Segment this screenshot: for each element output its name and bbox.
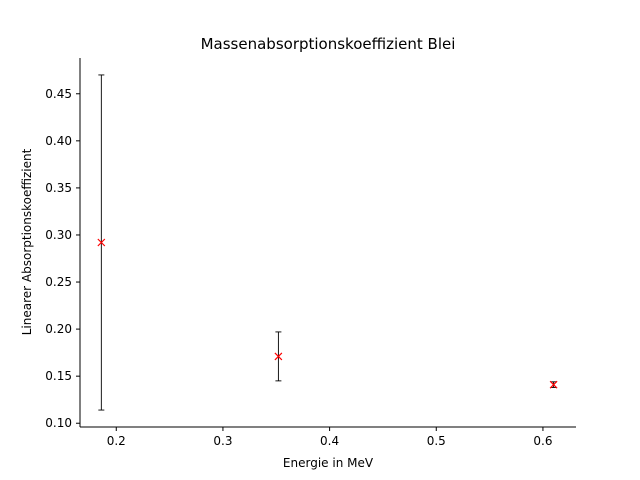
y-tick-label: 0.25: [45, 275, 72, 289]
data-point: [97, 238, 106, 247]
y-tick-label: 0.35: [45, 181, 72, 195]
data-point: [549, 380, 558, 389]
y-axis-ticks: 0.10 0.15 0.20 0.25 0.30 0.35 0.40 0.45: [45, 87, 80, 430]
y-tick-label: 0.40: [45, 134, 72, 148]
x-axis-ticks: 0.2 0.3 0.4 0.5 0.6: [107, 427, 552, 448]
data-point: [274, 352, 283, 361]
y-axis-label: Linearer Absorptionskoeffizient: [20, 148, 34, 335]
y-tick-label: 0.15: [45, 369, 72, 383]
x-tick-label: 0.6: [533, 434, 552, 448]
y-tick-label: 0.20: [45, 322, 72, 336]
y-tick-label: 0.45: [45, 87, 72, 101]
chart-title: Massenabsorptionskoeffizient Blei: [201, 35, 456, 53]
y-tick-label: 0.10: [45, 416, 72, 430]
x-tick-label: 0.4: [320, 434, 339, 448]
x-axis-label: Energie in MeV: [283, 456, 374, 470]
x-tick-label: 0.2: [107, 434, 126, 448]
plot-area: [97, 74, 558, 411]
x-tick-label: 0.5: [427, 434, 446, 448]
x-tick-label: 0.3: [213, 434, 232, 448]
y-tick-label: 0.30: [45, 228, 72, 242]
